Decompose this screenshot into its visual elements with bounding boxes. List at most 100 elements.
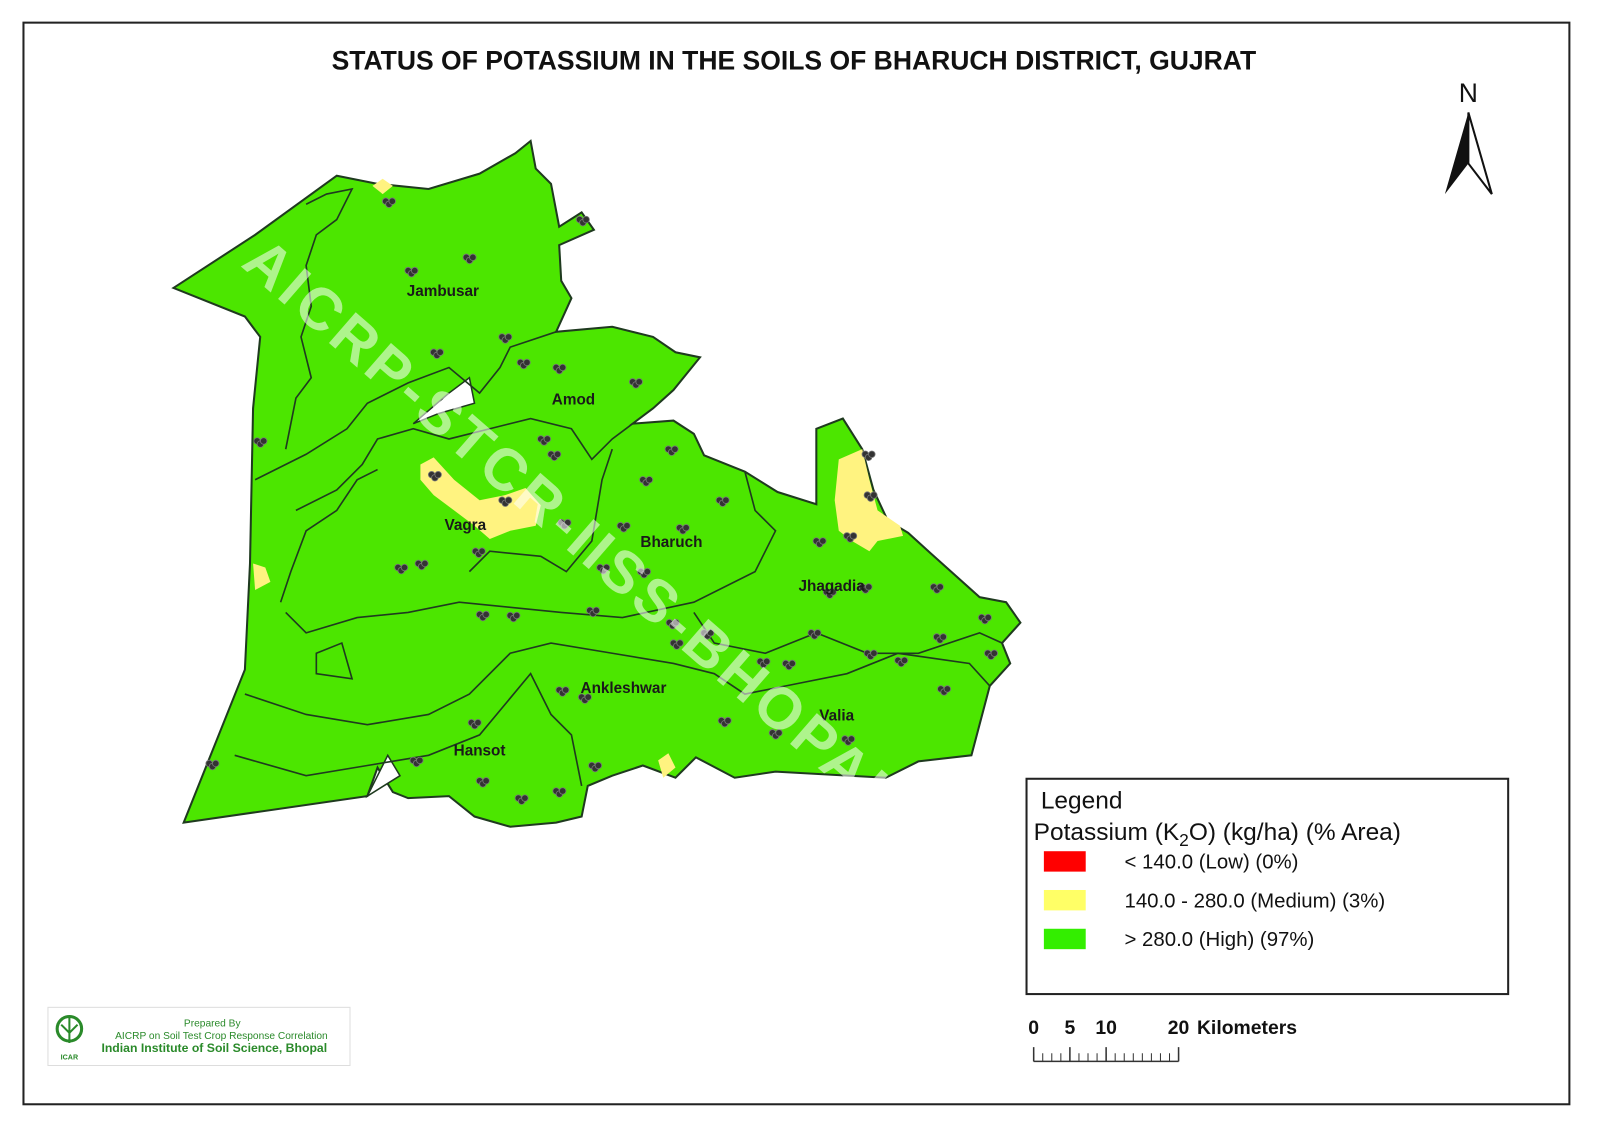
taluka-label: Valia <box>819 708 854 725</box>
sample-point <box>504 333 513 341</box>
sample-point <box>482 777 490 785</box>
sample-point <box>676 639 684 647</box>
sample-point <box>870 649 878 657</box>
sample-point <box>829 588 837 596</box>
credit-project: AICRP on Soil Test Crop Response Correla… <box>115 1031 328 1042</box>
sample-point <box>521 794 529 802</box>
legend-title: Legend <box>1041 787 1123 814</box>
sample-point <box>682 524 690 532</box>
sample-point <box>592 606 601 615</box>
sample-point <box>763 657 771 666</box>
sample-point <box>212 759 220 768</box>
sample-point <box>482 610 490 619</box>
sample-point <box>643 567 652 576</box>
medium-zone <box>658 753 676 778</box>
legend-items: < 140.0 (Low) (0%) 140.0 - 280.0 (Medium)… <box>1043 851 1385 951</box>
sample-point <box>775 729 783 737</box>
sample-point <box>990 649 998 657</box>
sample-point <box>558 363 567 372</box>
legend-swatch <box>1043 889 1086 911</box>
sample-point <box>553 450 562 458</box>
legend-box <box>1025 777 1510 996</box>
legend-label: < 140.0 (Low) (0%) <box>1124 852 1298 874</box>
medium-zone <box>420 457 541 539</box>
credit-prepared: Prepared By <box>184 1019 242 1030</box>
sample-point <box>564 518 572 527</box>
scale-label: 0 <box>1028 1017 1039 1039</box>
map-title: STATUS OF POTASSIUM IN THE SOILS OF BHAR… <box>332 46 1257 76</box>
sample-point <box>582 215 590 224</box>
sample-point <box>504 496 513 504</box>
taluka-boundary <box>693 611 1003 655</box>
sample-point <box>722 496 730 504</box>
taluka-boundary <box>284 187 354 450</box>
logo-text: ICAR <box>61 1053 78 1061</box>
arrow-right <box>1467 112 1493 195</box>
sample-point <box>416 756 424 765</box>
sample-point <box>400 563 409 572</box>
district <box>171 139 1022 828</box>
frame <box>22 21 1571 1106</box>
taluka-label: Hansot <box>454 742 506 759</box>
taluka-label: Bharuch <box>640 534 702 551</box>
taluka-boundary <box>315 641 354 680</box>
sample-point <box>814 629 822 637</box>
river-creek <box>365 753 402 799</box>
legend-label: > 280.0 (High) (97%) <box>1124 929 1314 951</box>
sample-point <box>706 629 715 637</box>
taluka-boundary <box>295 417 634 512</box>
legend-swatch <box>1043 851 1086 872</box>
logo-mark <box>60 1016 79 1044</box>
sample-point <box>259 437 268 445</box>
legend-swatch <box>1043 928 1086 950</box>
taluka-boundary <box>234 672 583 787</box>
sample-point <box>984 613 992 622</box>
scale-unit: Kilometers <box>1197 1017 1297 1039</box>
sample-point <box>513 611 521 620</box>
scale-label: 20 <box>1168 1017 1190 1039</box>
credit: ICAR Prepared By AICRP on Soil Test Crop… <box>47 1006 351 1067</box>
credit-box <box>47 1006 351 1067</box>
sample-point <box>939 633 947 641</box>
taluka-boundary <box>468 448 614 573</box>
legend-subtitle-part: Potassium (K <box>1034 819 1180 846</box>
sample-point <box>602 563 611 572</box>
sample-point <box>478 547 486 555</box>
sample-point <box>635 378 643 386</box>
taluka-boundary <box>254 331 557 481</box>
sample-point <box>868 450 876 458</box>
taluka-boundary <box>285 471 777 634</box>
sample-point <box>558 787 567 795</box>
sample-point <box>943 685 952 693</box>
taluka-label: Ankleshwar <box>581 680 667 697</box>
sample-point <box>584 693 592 701</box>
north-label: N <box>1459 78 1478 108</box>
sample-point <box>562 686 570 694</box>
credit-institute: Indian Institute of Soil Science, Bhopal <box>101 1041 327 1055</box>
sample-point <box>724 716 732 725</box>
sample-point <box>411 266 419 275</box>
sample-point <box>671 445 679 453</box>
sample-point <box>421 559 429 568</box>
sample-point <box>847 735 856 743</box>
scale-bar: 0 5 10 20 Kilometers <box>1028 1017 1297 1063</box>
taluka-label: Amod <box>552 391 595 408</box>
sample-point <box>436 348 444 356</box>
sample-point <box>474 718 482 727</box>
sample-point <box>388 197 396 205</box>
medium-zone <box>372 178 393 195</box>
legend-subtitle: Potassium (K2O) (kg/ha) (% Area) <box>1034 819 1401 850</box>
sample-point <box>870 491 878 499</box>
sample-point <box>865 583 873 591</box>
sample-point <box>594 761 603 770</box>
taluka-boundary <box>279 468 378 603</box>
sample-point <box>543 435 552 443</box>
scale-label: 5 <box>1065 1017 1076 1039</box>
sample-point <box>900 656 909 665</box>
sample-points <box>205 197 998 805</box>
sample-point <box>672 618 680 627</box>
sample-point <box>645 476 654 484</box>
taluka-label: Vagra <box>444 517 486 534</box>
